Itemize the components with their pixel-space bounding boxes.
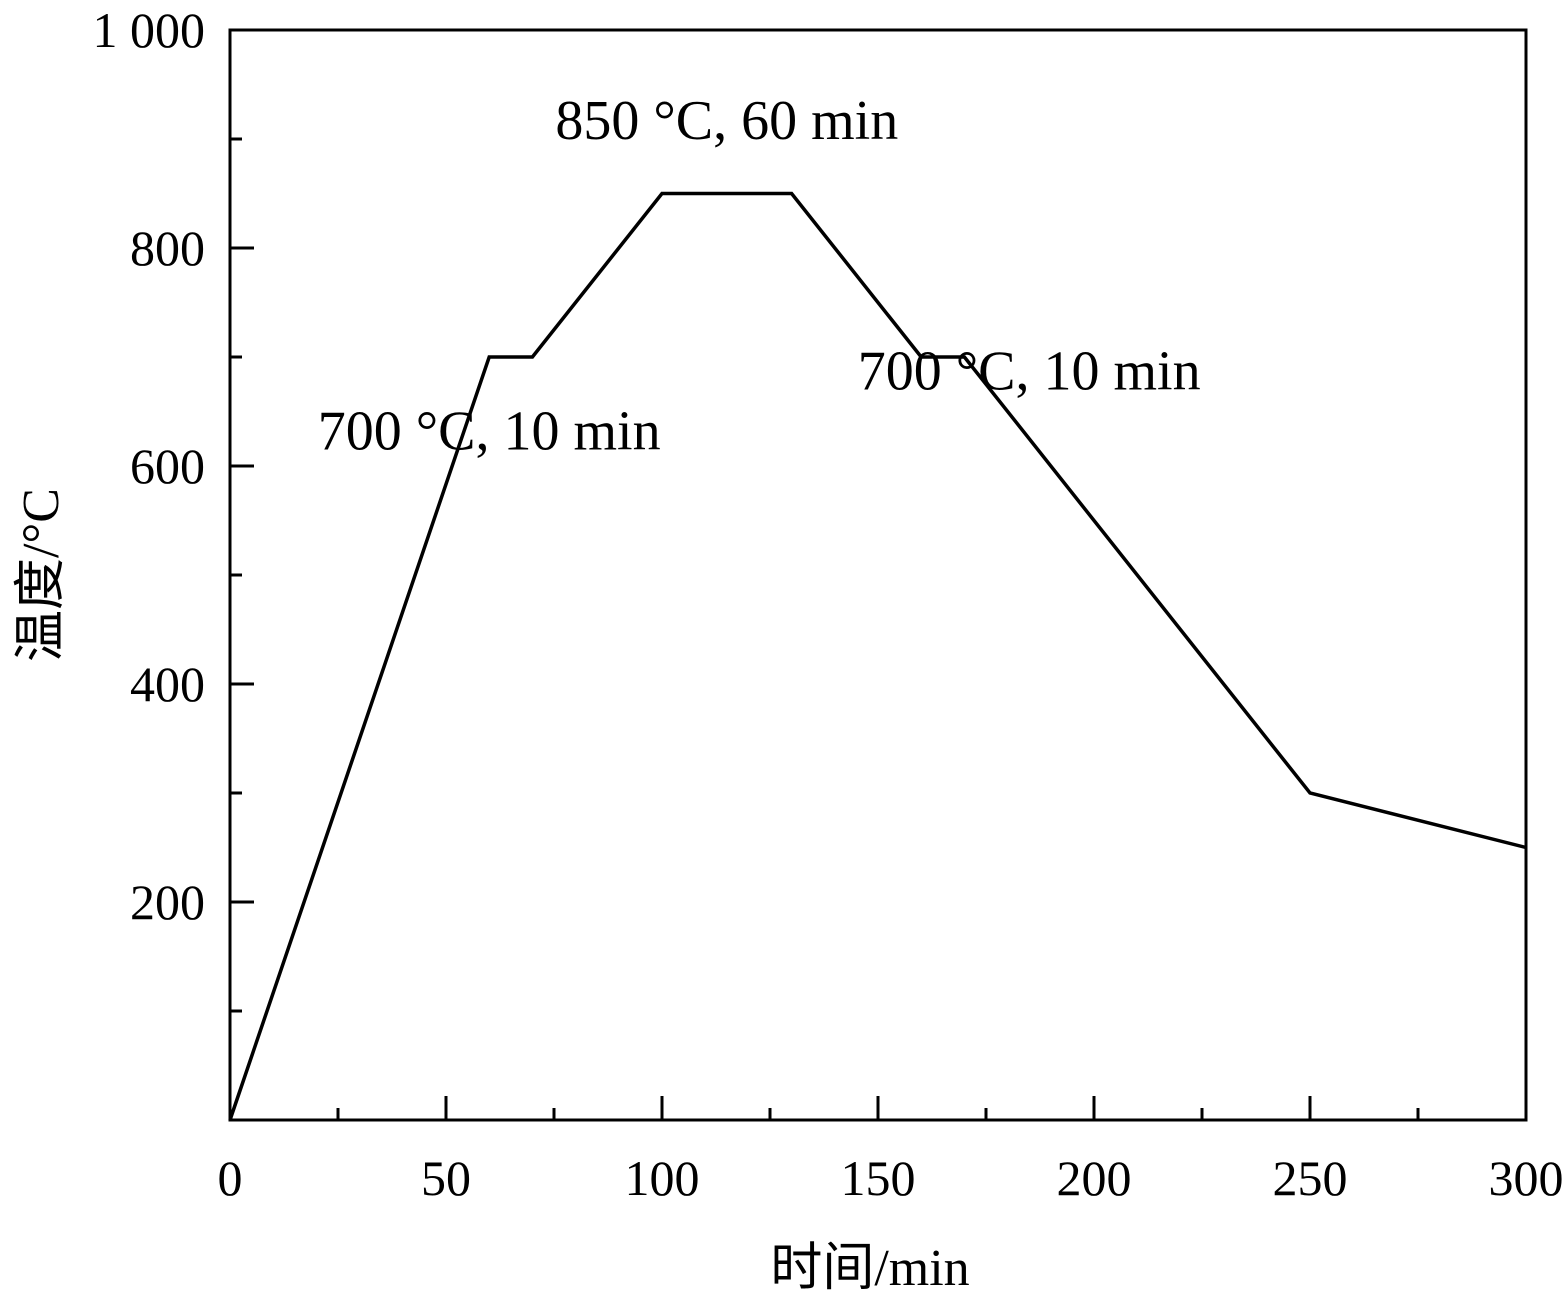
annotation-label: 700 °C, 10 min: [318, 401, 661, 463]
x-tick-label: 300: [1489, 1150, 1564, 1206]
x-tick-label: 250: [1273, 1150, 1348, 1206]
annotation-label: 850 °C, 60 min: [555, 90, 898, 152]
x-tick-label: 0: [218, 1150, 243, 1206]
axis-ticks: [230, 137, 1420, 1120]
series-line: [228, 191, 1527, 1121]
x-axis-label: 时间/min: [770, 1240, 969, 1297]
y-tick-label: 200: [130, 874, 205, 930]
annotations-group: 850 °C, 60 min 700 °C, 10 min 700 °C, 10 m…: [318, 90, 1201, 463]
y-tick-label: 1 000: [93, 2, 206, 58]
y-tick-label: 600: [130, 438, 205, 494]
x-tick-label: 50: [421, 1150, 471, 1206]
annotation-label: 700 °C, 10 min: [858, 341, 1201, 403]
axis-tick-labels: 0 50 100 150 200 250 300 200 400 600 800 1 000: [93, 2, 1564, 1206]
y-axis-label: 温度/°C: [13, 488, 70, 662]
plot-frame: [228, 28, 1528, 1122]
x-tick-label: 150: [841, 1150, 916, 1206]
y-tick-label: 800: [130, 220, 205, 276]
y-tick-label: 400: [130, 656, 205, 712]
x-tick-label: 200: [1057, 1150, 1132, 1206]
series-group: [228, 191, 1527, 1121]
x-tick-label: 100: [625, 1150, 700, 1206]
